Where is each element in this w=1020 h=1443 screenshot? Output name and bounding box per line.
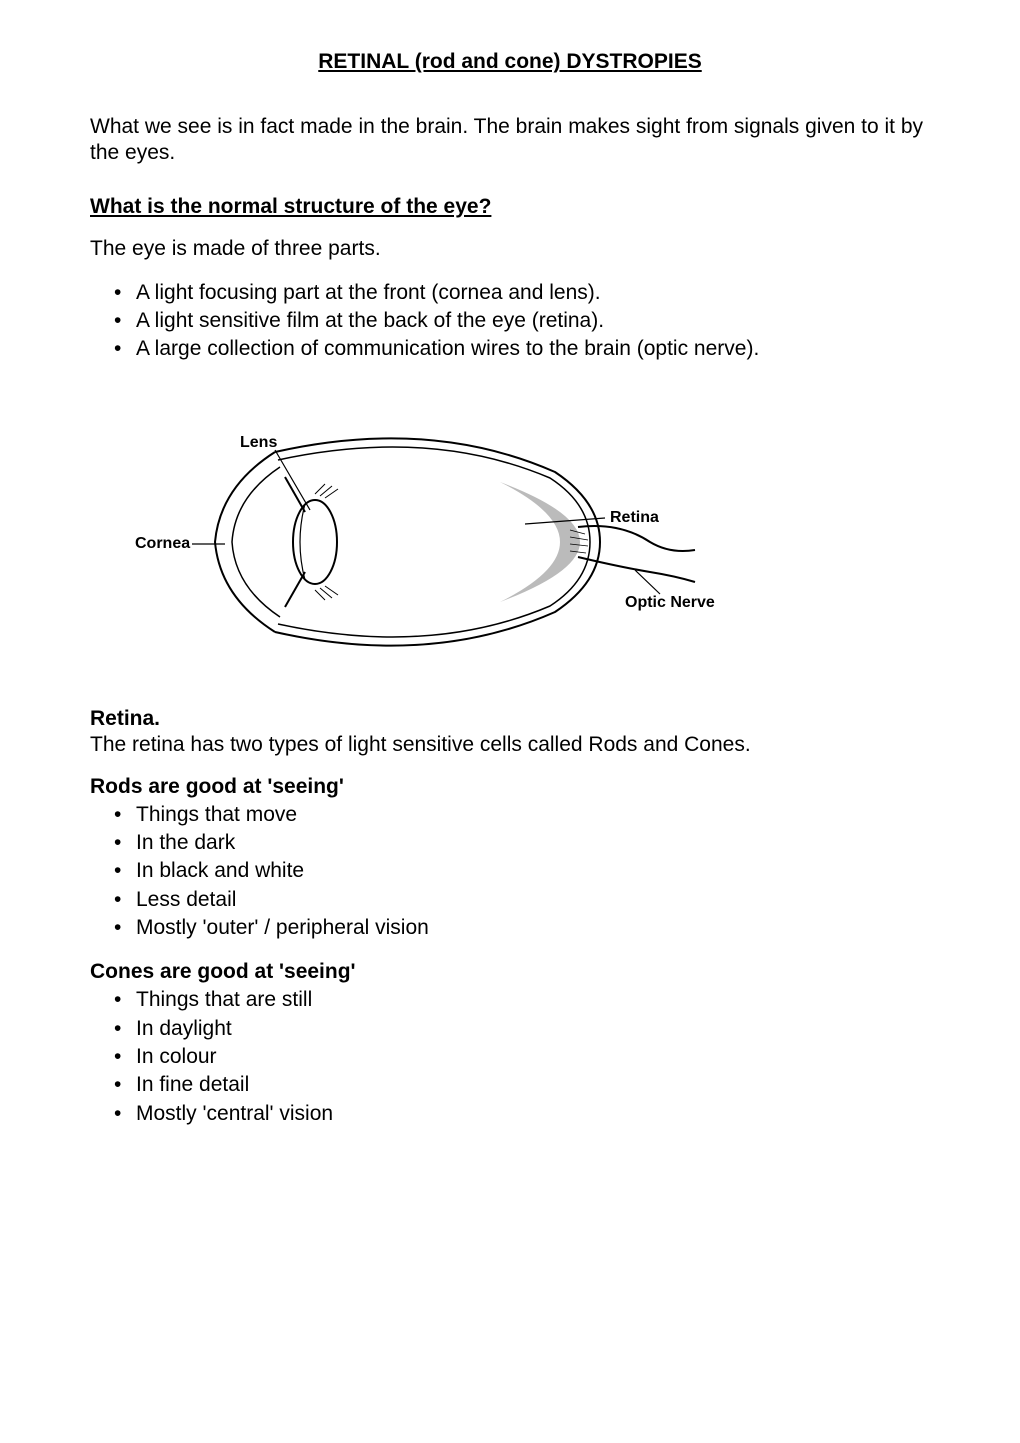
- list-item: A light sensitive film at the back of th…: [114, 307, 930, 335]
- rods-bullets: Things that move In the dark In black an…: [90, 801, 930, 943]
- cornea-label: Cornea: [135, 535, 190, 552]
- retina-text: The retina has two types of light sensit…: [90, 733, 930, 757]
- list-item: Things that move: [114, 801, 930, 829]
- list-item: In daylight: [114, 1015, 930, 1043]
- eye-diagram: Lens Cornea Retina Optic Nerve: [130, 392, 930, 677]
- list-item: A light focusing part at the front (corn…: [114, 279, 930, 307]
- cones-bullets: Things that are still In daylight In col…: [90, 986, 930, 1128]
- list-item: In fine detail: [114, 1071, 930, 1099]
- rods-heading: Rods are good at 'seeing': [90, 775, 930, 799]
- list-item: In colour: [114, 1043, 930, 1071]
- list-item: Mostly 'central' vision: [114, 1100, 930, 1128]
- lens-label: Lens: [240, 434, 277, 451]
- sclera-inner: [278, 447, 590, 637]
- eye-svg: Lens Cornea Retina Optic Nerve: [130, 392, 730, 672]
- cornea-inner: [232, 467, 280, 617]
- lens-leader: [275, 450, 310, 510]
- retina-shade: [500, 482, 580, 602]
- structure-lead: The eye is made of three parts.: [90, 237, 930, 261]
- optic-nerve-top: [578, 526, 695, 551]
- list-item: In black and white: [114, 857, 930, 885]
- retina-heading: Retina.: [90, 707, 930, 731]
- list-item: Less detail: [114, 886, 930, 914]
- sclera-outer: [275, 438, 600, 645]
- optic-nerve-label: Optic Nerve: [625, 594, 715, 611]
- cornea-outer: [215, 452, 275, 632]
- structure-heading: What is the normal structure of the eye?: [90, 195, 930, 219]
- list-item: Mostly 'outer' / peripheral vision: [114, 914, 930, 942]
- structure-bullets: A light focusing part at the front (corn…: [90, 279, 930, 364]
- lens-line1: [300, 504, 305, 580]
- retina-label: Retina: [610, 509, 659, 526]
- document-title: RETINAL (rod and cone) DYSTROPIES: [90, 50, 930, 74]
- list-item: A large collection of communication wire…: [114, 335, 930, 363]
- cones-heading: Cones are good at 'seeing': [90, 960, 930, 984]
- list-item: Things that are still: [114, 986, 930, 1014]
- optic-nerve-bottom: [578, 557, 695, 582]
- ciliary-bottom: [315, 586, 338, 600]
- intro-paragraph: What we see is in fact made in the brain…: [90, 114, 930, 167]
- ciliary-top: [315, 484, 338, 498]
- list-item: In the dark: [114, 829, 930, 857]
